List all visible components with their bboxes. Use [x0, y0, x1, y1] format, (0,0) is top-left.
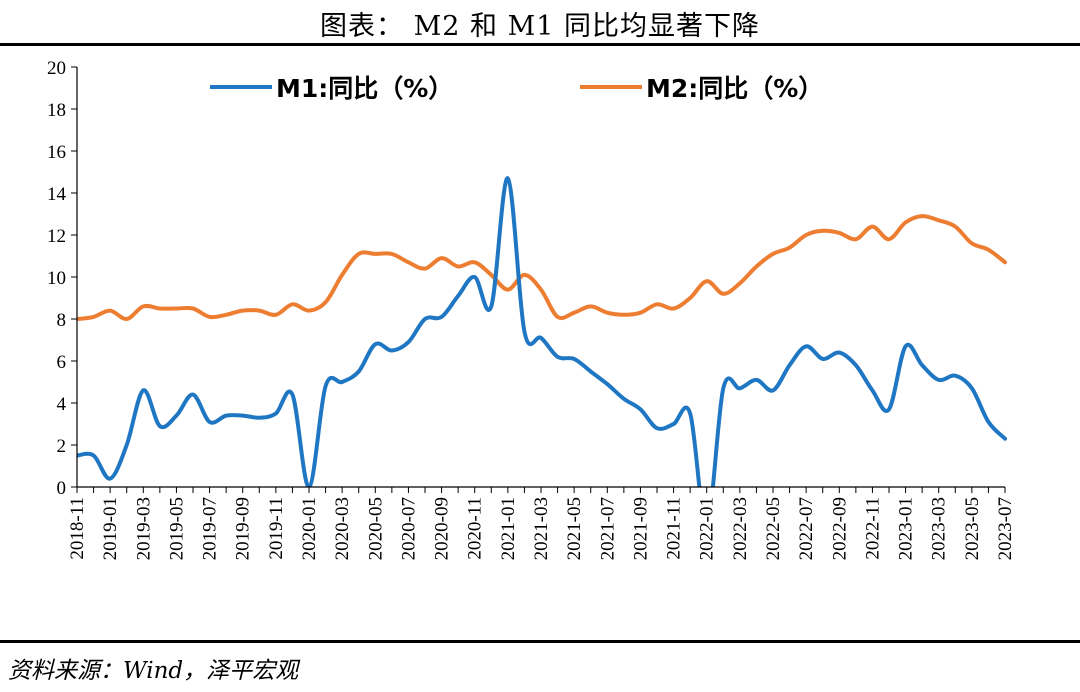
x-tick-label: 2023-03 — [929, 497, 950, 560]
source-note: 资料来源：Wind，泽平宏观 — [8, 658, 299, 684]
x-tick-label: 2021-07 — [597, 497, 618, 560]
x-tick-label: 2022-11 — [862, 497, 883, 560]
y-tick-label: 14 — [47, 184, 67, 205]
chart-title: 图表： M2 和 M1 同比均显著下降 — [320, 11, 760, 42]
bottom-rule — [0, 640, 1080, 643]
legend-label-m2: M2:同比（%） — [646, 74, 823, 103]
x-tick-label: 2021-09 — [630, 497, 651, 560]
x-tick-label: 2021-05 — [564, 497, 585, 560]
y-tick-label: 4 — [57, 394, 67, 415]
series-line-m2 — [77, 214, 1007, 321]
x-tick-label: 2020-05 — [365, 497, 386, 560]
x-tick-label: 2022-07 — [796, 497, 817, 560]
series-line-m1 — [77, 176, 1007, 487]
x-tick-label: 2022-05 — [763, 497, 784, 560]
x-tick-label: 2018-11 — [67, 497, 88, 560]
y-tick-label: 8 — [57, 310, 67, 331]
top-rule — [0, 43, 1080, 46]
x-tick-label: 2021-11 — [664, 497, 685, 560]
x-tick-label: 2019-07 — [200, 497, 221, 560]
y-tick-label: 12 — [47, 226, 66, 247]
x-tick-label: 2021-03 — [531, 497, 552, 560]
x-tick-label: 2019-11 — [266, 497, 287, 560]
y-tick-label: 6 — [57, 352, 67, 373]
x-tick-label: 2022-09 — [829, 497, 850, 560]
x-tick-label: 2022-03 — [730, 497, 751, 560]
x-tick-label: 2020-11 — [465, 497, 486, 560]
y-tick-label: 2 — [57, 436, 67, 457]
x-tick-label: 2019-09 — [233, 497, 254, 560]
y-tick-label: 16 — [47, 142, 66, 163]
x-tick-label: 2020-01 — [299, 497, 320, 560]
x-tick-label: 2020-09 — [432, 497, 453, 560]
y-tick-label: 0 — [57, 478, 67, 499]
x-tick-label: 2019-01 — [100, 497, 121, 560]
x-tick-label: 2021-01 — [498, 497, 519, 560]
y-tick-label: 10 — [47, 268, 66, 289]
x-tick-label: 2019-03 — [133, 497, 154, 560]
x-tick-label: 2023-07 — [995, 497, 1016, 560]
x-tick-label: 2023-05 — [962, 497, 983, 560]
line-chart: 0 2 4 6 8 10 12 14 16 18 20 2018-11 2019-01 2019-03 20… — [47, 58, 1016, 560]
x-tick-label: 2020-03 — [332, 497, 353, 560]
x-tick-label: 2020-07 — [398, 497, 419, 560]
y-tick-label: 18 — [47, 100, 66, 121]
x-tick-label: 2022-01 — [697, 497, 718, 560]
x-tick-label: 2023-01 — [896, 497, 917, 560]
y-tick-label: 20 — [47, 58, 66, 79]
legend-label-m1: M1:同比（%） — [276, 74, 453, 103]
x-tick-label: 2019-05 — [166, 497, 187, 560]
